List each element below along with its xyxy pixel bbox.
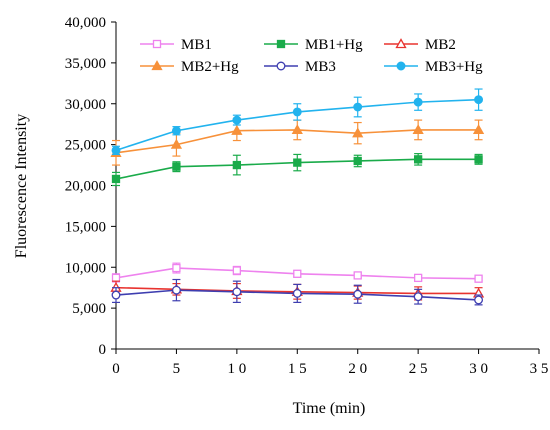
legend-label: MB3: [305, 59, 336, 75]
data-point: [232, 115, 242, 125]
legend-marker: [276, 61, 286, 71]
data-point: [231, 124, 243, 135]
x-tick-label: 5: [173, 361, 181, 377]
legend-item: MB2: [384, 37, 456, 53]
legend: MB1 MB1+Hg MB2 MB2+Hg MB3 MB3+Hg: [140, 37, 483, 75]
legend-marker: [151, 60, 163, 71]
data-point: [232, 266, 242, 275]
data-point: [412, 124, 424, 135]
y-tick-label: 20,000: [65, 179, 106, 195]
legend-label: MB3+Hg: [425, 59, 483, 75]
y-tick-label: 30,000: [65, 97, 106, 113]
data-point: [111, 273, 121, 283]
data-point: [472, 124, 485, 135]
legend-marker: [152, 39, 162, 49]
legend-label: MB1: [181, 37, 212, 53]
data-point: [413, 97, 423, 107]
data-point: [111, 290, 121, 300]
y-tick-label: 35,000: [65, 56, 106, 72]
data-point: [474, 295, 484, 305]
data-point: [111, 145, 121, 155]
data-point: [474, 95, 484, 105]
x-tick-label: 3 5: [530, 361, 549, 377]
legend-item: MB1: [140, 37, 212, 53]
legend-label: MB2+Hg: [181, 59, 239, 75]
data-point: [232, 160, 242, 170]
data-point: [353, 156, 362, 166]
data-point: [353, 289, 363, 299]
data-point: [474, 274, 483, 283]
data-point: [293, 269, 302, 278]
legend-label: MB1+Hg: [305, 37, 363, 53]
data-point: [111, 174, 121, 184]
data-point: [413, 155, 423, 164]
data-point: [291, 124, 303, 135]
data-point: [172, 263, 181, 273]
axes: 0 5,000 10,000 15,000 20,000 25,000 30,000 35,0…: [65, 15, 549, 377]
legend-label: MB2: [425, 37, 456, 53]
x-tick-label: 2 0: [348, 361, 367, 377]
legend-item: MB3: [264, 59, 336, 75]
data-point: [293, 158, 302, 167]
data-point: [171, 285, 181, 295]
legend-marker: [395, 38, 407, 49]
y-tick-label: 40,000: [65, 15, 106, 31]
data-point: [353, 271, 362, 280]
x-tick-label: 3 0: [469, 361, 488, 377]
data-point: [172, 162, 181, 171]
data-point: [232, 287, 242, 297]
y-tick-label: 25,000: [65, 138, 106, 154]
series-mb3: [111, 278, 484, 306]
data-point: [292, 288, 302, 298]
x-axis-label: Time (min): [293, 400, 366, 417]
y-tick-label: 5,000: [72, 301, 106, 317]
data-point: [292, 107, 302, 117]
series-mb2-plus-hg: [110, 119, 485, 166]
series-layer: [110, 88, 485, 306]
legend-item: MB3+Hg: [384, 59, 483, 75]
y-axis-label: Fluorescence Intensity: [13, 114, 30, 258]
data-point: [413, 292, 423, 302]
series-mb3-plus-hg: [111, 88, 484, 156]
data-point: [353, 102, 363, 112]
x-tick-label: 0: [112, 361, 120, 377]
y-tick-label: 0: [99, 342, 107, 358]
data-point: [170, 138, 183, 149]
series-mb1: [111, 262, 483, 283]
legend-item: MB2+Hg: [140, 59, 239, 75]
data-point: [352, 127, 364, 138]
legend-marker: [276, 39, 286, 49]
legend-marker: [396, 61, 406, 71]
series-mb1-plus-hg: [111, 153, 483, 187]
y-tick-label: 10,000: [65, 260, 106, 276]
x-tick-label: 2 5: [409, 361, 428, 377]
data-point: [171, 126, 181, 136]
legend-item: MB1+Hg: [264, 37, 363, 53]
x-tick-label: 1 0: [227, 361, 246, 377]
data-point: [474, 155, 483, 164]
y-tick-label: 15,000: [65, 219, 106, 235]
data-point: [413, 273, 423, 283]
x-tick-label: 1 5: [288, 361, 307, 377]
